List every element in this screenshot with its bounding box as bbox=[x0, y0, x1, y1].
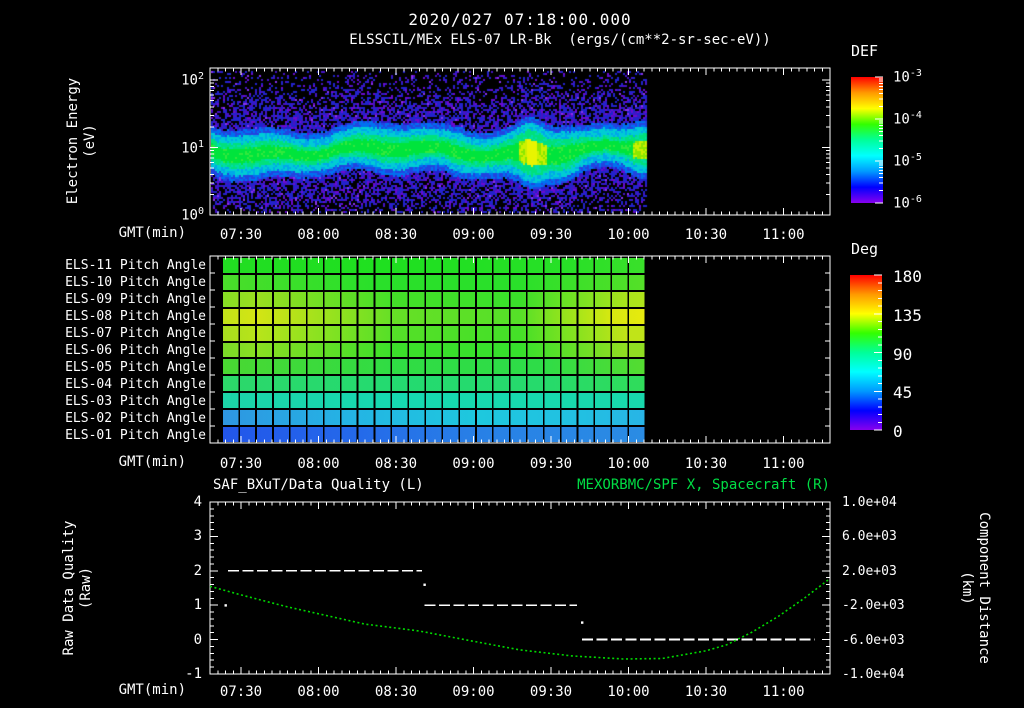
pitch-row-label: ELS-04 Pitch Angle bbox=[65, 376, 206, 392]
energy-y-tick-label: 102 bbox=[181, 71, 204, 89]
distance-y-tick-label: 6.0e+03 bbox=[842, 529, 897, 545]
energy-y-tick-label: 101 bbox=[181, 138, 204, 157]
x-tick-label-quality: 11:00 bbox=[762, 684, 805, 700]
deg-colorbar-tick-label: 0 bbox=[893, 422, 903, 441]
deg-colorbar-tick-label: 45 bbox=[893, 383, 913, 403]
deg-colorbar-tick-label: 180 bbox=[893, 267, 922, 286]
quality-y-tick-label: 0 bbox=[193, 631, 202, 648]
x-tick-label-quality: 10:00 bbox=[607, 684, 650, 700]
x-tick-label-energy: 08:00 bbox=[297, 227, 340, 243]
x-tick-label-energy: 11:00 bbox=[762, 227, 805, 243]
x-tick-label-pitch: 10:00 bbox=[607, 456, 650, 472]
pitch-row-label: ELS-11 Pitch Angle bbox=[65, 257, 206, 273]
x-tick-label-quality: 08:30 bbox=[374, 684, 418, 700]
def-colorbar bbox=[851, 77, 883, 203]
x-tick-label-pitch: 09:30 bbox=[529, 456, 573, 472]
x-tick-label-energy: 10:30 bbox=[684, 227, 728, 243]
x-tick-label-pitch: 10:30 bbox=[684, 456, 728, 472]
def-colorbar-title: DEF bbox=[851, 42, 879, 60]
x-tick-label-pitch: 11:00 bbox=[762, 456, 805, 472]
deg-colorbar bbox=[850, 275, 882, 430]
x-tick-label-pitch: 08:00 bbox=[297, 456, 340, 472]
page-title: 2020/027 07:18:00.000 bbox=[408, 10, 632, 29]
x-tick-label-quality: 09:00 bbox=[452, 684, 495, 700]
x-tick-label-energy: 07:30 bbox=[219, 227, 263, 243]
distance-y-tick-label: 2.0e+03 bbox=[842, 563, 897, 579]
pitch-row-label: ELS-06 Pitch Angle bbox=[65, 342, 206, 358]
x-tick-label-energy: 10:00 bbox=[607, 227, 650, 243]
quality-y-tick-label: -1 bbox=[185, 666, 202, 682]
distance-y-axis-label: Component Distance (km) bbox=[959, 512, 992, 664]
pitch-row-label: ELS-08 Pitch Angle bbox=[65, 308, 206, 324]
x-tick-label-energy: 09:00 bbox=[452, 227, 495, 243]
deg-colorbar-tick-label: 90 bbox=[893, 344, 913, 364]
def-colorbar-tick-label: 10-4 bbox=[893, 110, 922, 128]
quality-y-tick-label: 2 bbox=[193, 562, 202, 579]
energy-y-tick-label: 100 bbox=[181, 206, 204, 224]
quality-y-tick-label: 4 bbox=[193, 494, 202, 510]
x-tick-label-pitch: 08:30 bbox=[374, 456, 418, 472]
quality-y-tick-label: 1 bbox=[193, 597, 202, 614]
energy-spectrogram-canvas bbox=[211, 69, 829, 215]
x-tick-label-energy: 08:30 bbox=[374, 227, 418, 243]
deg-colorbar-title: Deg bbox=[851, 240, 879, 258]
pitch-row-label: ELS-01 Pitch Angle bbox=[65, 427, 206, 443]
gmt-axis-label-quality: GMT(min) bbox=[118, 682, 186, 698]
def-colorbar-tick-label: 10-3 bbox=[893, 68, 922, 86]
x-tick-label-quality: 09:30 bbox=[529, 684, 573, 700]
quality-y-axis-label: Raw Data Quality (Raw) bbox=[61, 520, 94, 656]
x-tick-label-energy: 09:30 bbox=[529, 227, 573, 243]
quality-series-title: SAF_BXuT/Data Quality (L) bbox=[213, 477, 424, 493]
pitch-row-label: ELS-02 Pitch Angle bbox=[65, 410, 206, 426]
x-tick-label-quality: 08:00 bbox=[297, 684, 340, 700]
gmt-axis-label-pitch: GMT(min) bbox=[118, 454, 186, 470]
instrument-subtitle: ELSSCIL/MEx ELS-07 LR-Bk (ergs/(cm**2-sr… bbox=[349, 32, 771, 48]
pitch-row-label: ELS-03 Pitch Angle bbox=[65, 393, 206, 409]
distance-y-tick-label: 1.0e+04 bbox=[842, 495, 897, 510]
def-colorbar-tick-label: 10-6 bbox=[893, 194, 922, 212]
deg-colorbar-tick-label: 135 bbox=[893, 305, 922, 325]
pitch-row-label: ELS-07 Pitch Angle bbox=[65, 325, 206, 341]
spacecraft-series-title: MEXORBMC/SPF X, Spacecraft (R) bbox=[577, 477, 830, 493]
distance-y-tick-label: -2.0e+03 bbox=[842, 598, 905, 614]
x-tick-label-pitch: 07:30 bbox=[219, 456, 263, 472]
gmt-axis-label-energy: GMT(min) bbox=[118, 225, 186, 241]
x-tick-label-pitch: 09:00 bbox=[452, 456, 495, 472]
pitch-row-label: ELS-10 Pitch Angle bbox=[65, 274, 206, 290]
x-tick-label-quality: 07:30 bbox=[219, 684, 263, 700]
distance-y-tick-label: -1.0e+04 bbox=[842, 667, 905, 682]
pitch-angle-grid-lines bbox=[223, 258, 646, 442]
distance-y-tick-label: -6.0e+03 bbox=[842, 632, 905, 648]
energy-y-axis-label: Electron Energy (eV) bbox=[65, 77, 98, 205]
pitch-row-label: ELS-05 Pitch Angle bbox=[65, 359, 206, 375]
quality-y-tick-label: 3 bbox=[193, 528, 202, 545]
x-tick-label-quality: 10:30 bbox=[684, 684, 728, 700]
def-colorbar-tick-label: 10-5 bbox=[893, 152, 922, 170]
pitch-row-label: ELS-09 Pitch Angle bbox=[65, 291, 206, 307]
